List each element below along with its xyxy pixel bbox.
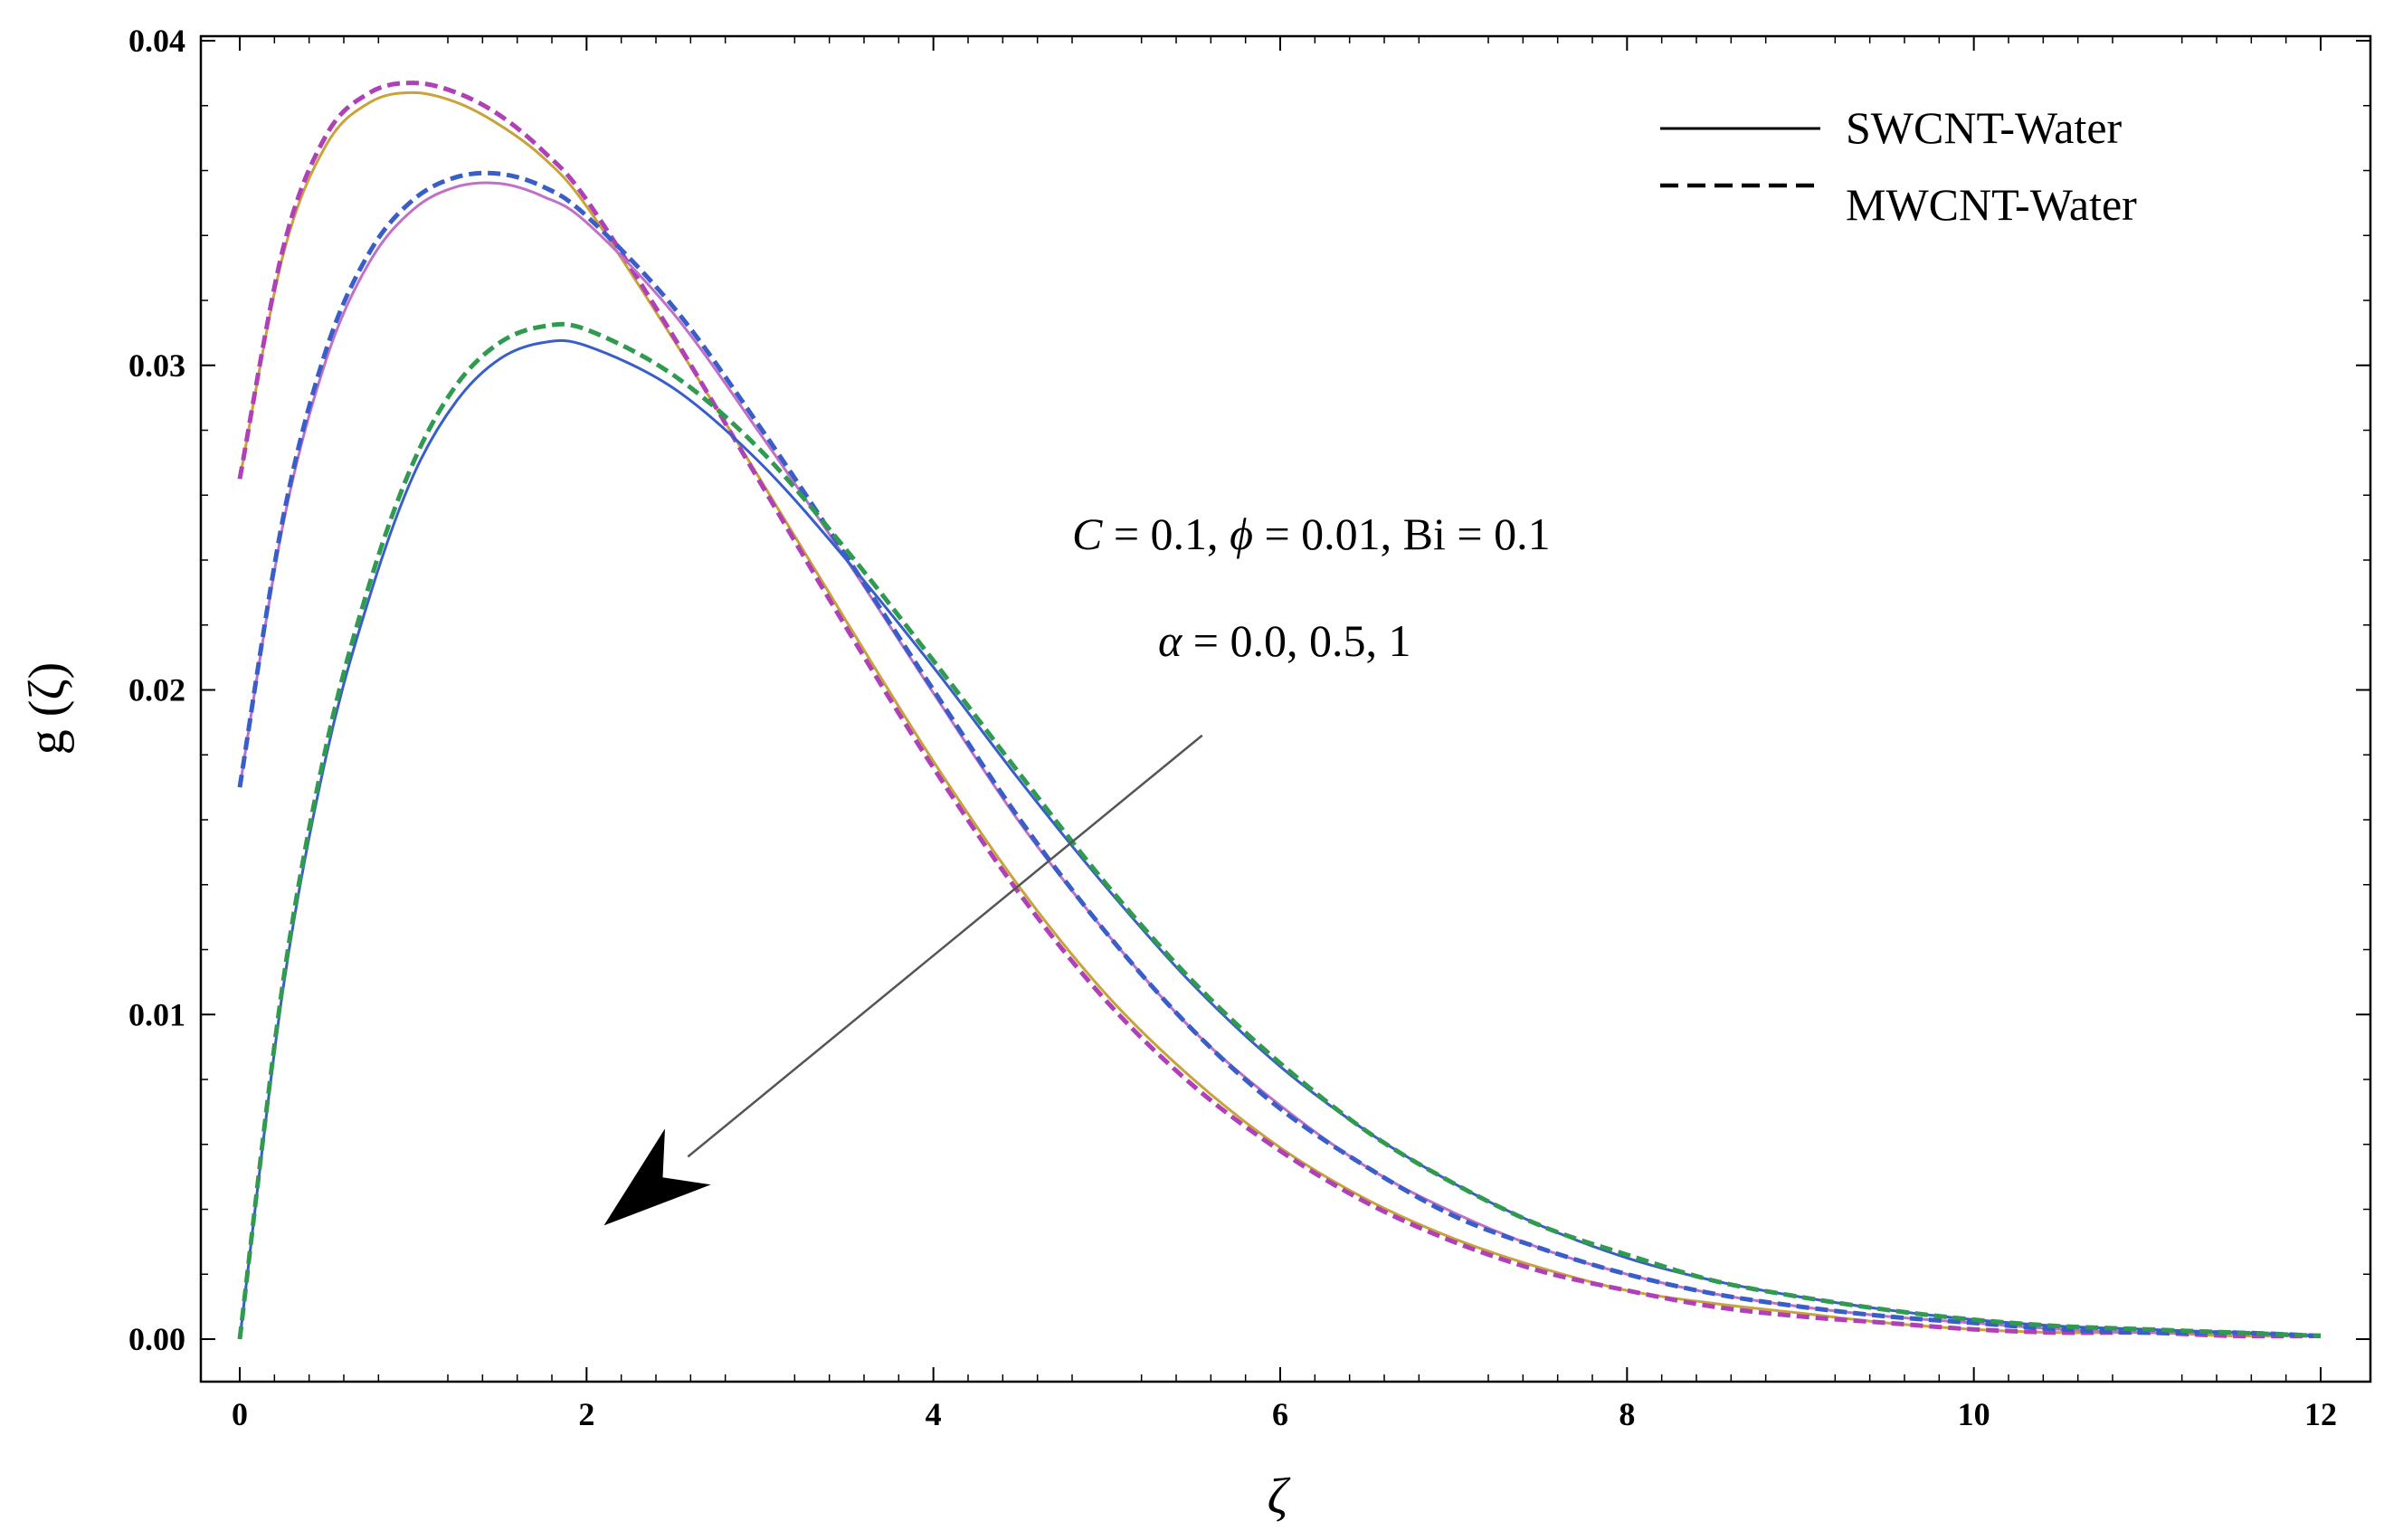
x-tick-label: 4 [926, 1396, 942, 1432]
series-layer [237, 81, 2322, 1340]
tick-layer: 0 2 4 6 8 10 12 0.00 0.01 0.02 0.03 0.04 [128, 23, 2370, 1432]
y-axis-label: g (ζ) [19, 662, 75, 755]
x-tick-label: 0 [232, 1396, 248, 1432]
annotation-arrow-head [603, 1128, 711, 1226]
y-tick-label: 0.00 [128, 1321, 185, 1357]
annot-phi-symbol: ϕ [1230, 509, 1253, 559]
annot-c-symbol: C [1072, 509, 1103, 559]
y-tick-label: 0.01 [128, 996, 185, 1032]
x-axis-label: ζ [1268, 1469, 1291, 1525]
series-line-1-solid [238, 90, 2322, 1338]
annot-c-value: = 0.1, [1102, 509, 1230, 559]
legend: SWCNT-Water MWCNT-Water [1660, 102, 2137, 230]
x-tick-label: 12 [2304, 1396, 2337, 1432]
x-tick-label: 2 [578, 1396, 594, 1432]
plot-frame [199, 34, 2372, 1383]
series-line-6-dashed [237, 321, 2322, 1340]
annot-alpha-values: = 0.0, 0.5, 1 [1182, 615, 1410, 666]
annotation-arrow-line [687, 734, 1203, 1158]
x-tick-label: 6 [1272, 1396, 1288, 1432]
legend-label-mwcnt: MWCNT-Water [1846, 179, 2137, 230]
x-tick-label: 8 [1619, 1396, 1635, 1432]
legend-label-swcnt: SWCNT-Water [1846, 102, 2123, 153]
series-line-2-dashed [237, 81, 2322, 1339]
annotation: C = 0.1, ϕ = 0.01, Bi = 0.1 α = 0.0, 0.5… [603, 509, 1551, 1226]
annot-phi-bi-values: = 0.01, Bi = 0.1 [1253, 509, 1551, 559]
series-line-4-dashed [237, 170, 2322, 1338]
y-tick-label: 0.04 [128, 23, 185, 59]
annotation-line-2: α = 0.0, 0.5, 1 [1158, 615, 1410, 666]
y-tick-label: 0.03 [128, 347, 185, 384]
annot-alpha-symbol: α [1158, 615, 1183, 666]
y-tick-label: 0.02 [128, 672, 185, 708]
x-tick-label: 10 [1958, 1396, 1990, 1432]
annotation-line-1: C = 0.1, ϕ = 0.01, Bi = 0.1 [1072, 509, 1551, 559]
